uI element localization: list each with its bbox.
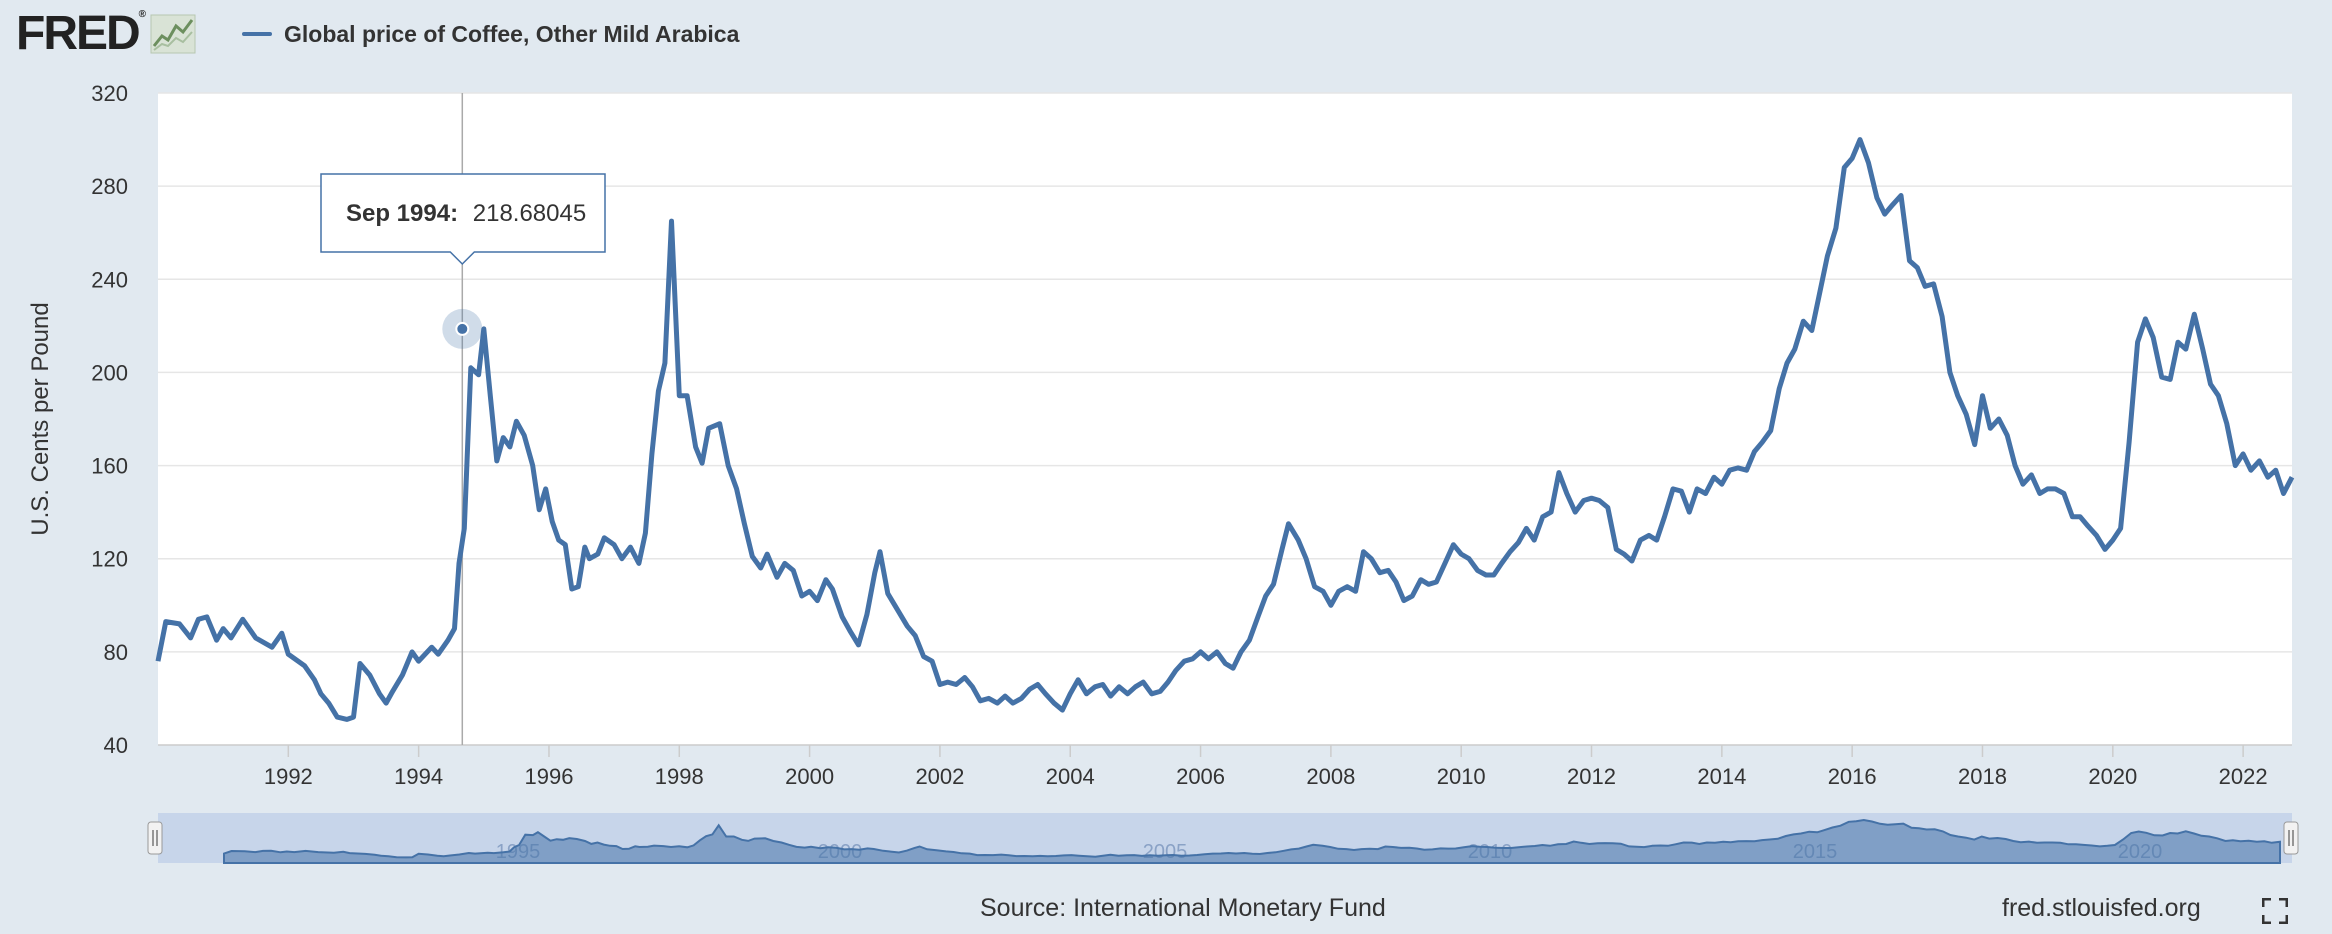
series-line[interactable] bbox=[155, 137, 2295, 722]
chart-legend: Global price of Coffee, Other Mild Arabi… bbox=[242, 14, 739, 54]
y-tick-label: 320 bbox=[91, 81, 128, 106]
y-tick-label: 200 bbox=[91, 360, 128, 385]
navigator-left-handle[interactable] bbox=[147, 821, 163, 855]
x-tick-label: 2018 bbox=[1958, 764, 2007, 789]
x-tick-label: 1992 bbox=[264, 764, 313, 789]
fred-link[interactable]: fred.stlouisfed.org bbox=[2002, 894, 2201, 922]
x-tick-label: 1998 bbox=[655, 764, 704, 789]
x-tick-label: 2020 bbox=[2088, 764, 2137, 789]
x-tick-label: 2010 bbox=[1437, 764, 1486, 789]
x-tick-label: 2004 bbox=[1046, 764, 1095, 789]
x-tick-label: 2014 bbox=[1697, 764, 1746, 789]
fred-logo-text: FRED® bbox=[16, 7, 146, 60]
x-tick-label: 1994 bbox=[394, 764, 443, 789]
y-tick-label: 280 bbox=[91, 174, 128, 199]
y-tick-label: 80 bbox=[104, 640, 128, 665]
fred-chart-icon bbox=[150, 14, 196, 54]
x-tick-label: 2000 bbox=[785, 764, 834, 789]
fred-logo[interactable]: FRED® bbox=[16, 8, 196, 60]
tooltip-text: Sep 1994: 218.68045 bbox=[346, 200, 586, 227]
navigator[interactable]: 199520002005201020152020 bbox=[147, 813, 2299, 864]
y-axis: 40 80 120 160 200 240 280 320 bbox=[91, 81, 128, 758]
y-tick-label: 240 bbox=[91, 267, 128, 292]
x-tick-label: 1996 bbox=[524, 764, 573, 789]
legend-label: Global price of Coffee, Other Mild Arabi… bbox=[284, 20, 740, 47]
navigator-right-handle[interactable] bbox=[2283, 821, 2299, 855]
fullscreen-icon[interactable] bbox=[2262, 898, 2288, 924]
legend-swatch bbox=[242, 32, 272, 36]
x-axis: 1992 1994 1996 1998 2000 2002 2004 2006 2008 2010… bbox=[158, 744, 2292, 789]
navigator-series bbox=[223, 818, 2281, 864]
tooltip-box bbox=[320, 173, 606, 266]
x-tick-label: 2008 bbox=[1306, 764, 1355, 789]
x-tick-label: 2002 bbox=[915, 764, 964, 789]
tooltip: Sep 1994: 218.68045 bbox=[320, 173, 606, 266]
x-tick-label: 2022 bbox=[2219, 764, 2268, 789]
x-tick-label: 2016 bbox=[1828, 764, 1877, 789]
tooltip-value: 218.68045 bbox=[473, 200, 586, 227]
x-tick-label: 2012 bbox=[1567, 764, 1616, 789]
source-text: Source: International Monetary Fund bbox=[980, 894, 1386, 922]
y-axis-label: U.S. Cents per Pound bbox=[27, 302, 54, 535]
highlight-point[interactable] bbox=[455, 321, 470, 336]
y-tick-label: 160 bbox=[91, 454, 128, 479]
y-tick-label: 40 bbox=[104, 733, 128, 758]
tooltip-date: Sep 1994: bbox=[346, 200, 458, 227]
x-tick-label: 2006 bbox=[1176, 764, 1225, 789]
y-tick-label: 120 bbox=[91, 547, 128, 572]
